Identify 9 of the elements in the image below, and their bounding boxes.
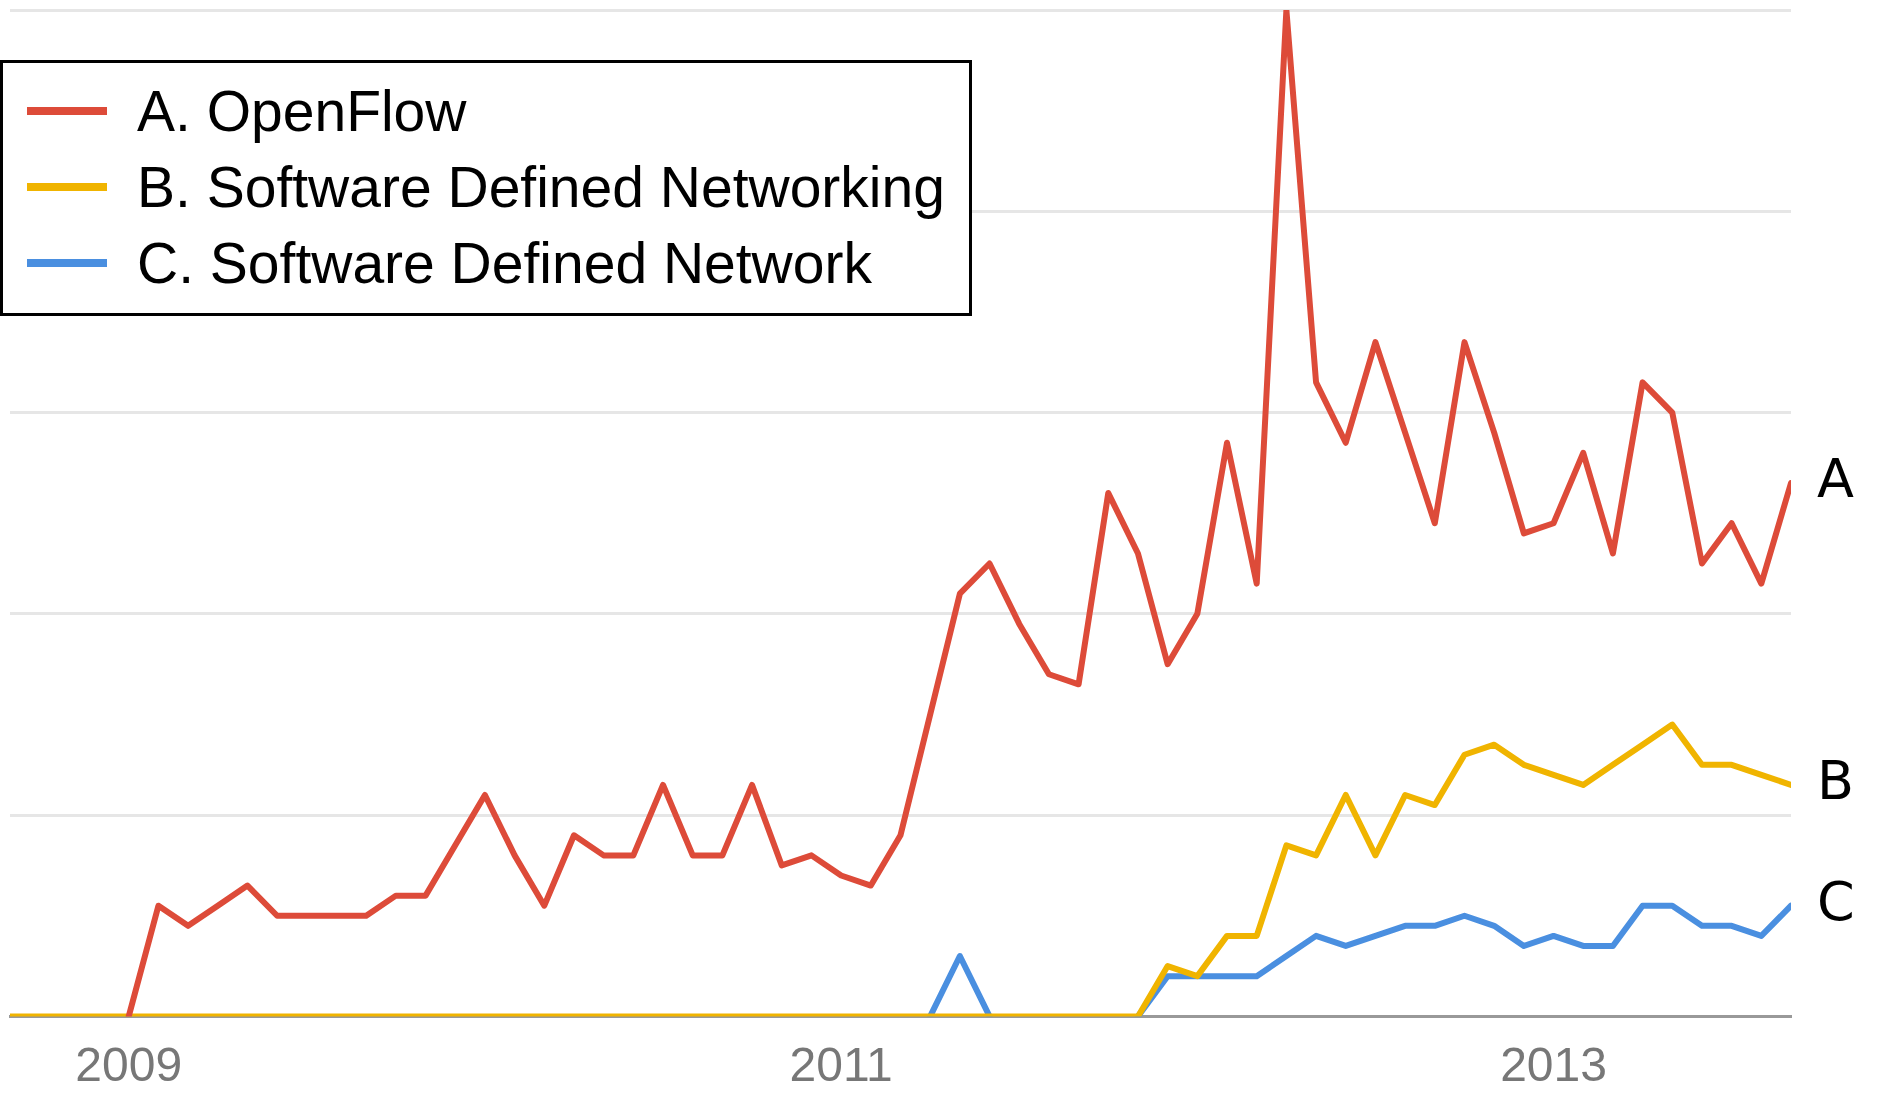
legend-label: C. Software Defined Network [137, 230, 872, 296]
legend-label: B. Software Defined Networking [137, 154, 945, 220]
legend-label: A. OpenFlow [137, 78, 467, 144]
annotation: C [1817, 869, 1855, 933]
x-tick-label: 2011 [789, 1038, 893, 1092]
annotation: A [1817, 447, 1854, 511]
x-tick-label: 2009 [75, 1038, 183, 1092]
annotation: B [1817, 748, 1855, 812]
x-tick-label: 2013 [1500, 1038, 1607, 1092]
